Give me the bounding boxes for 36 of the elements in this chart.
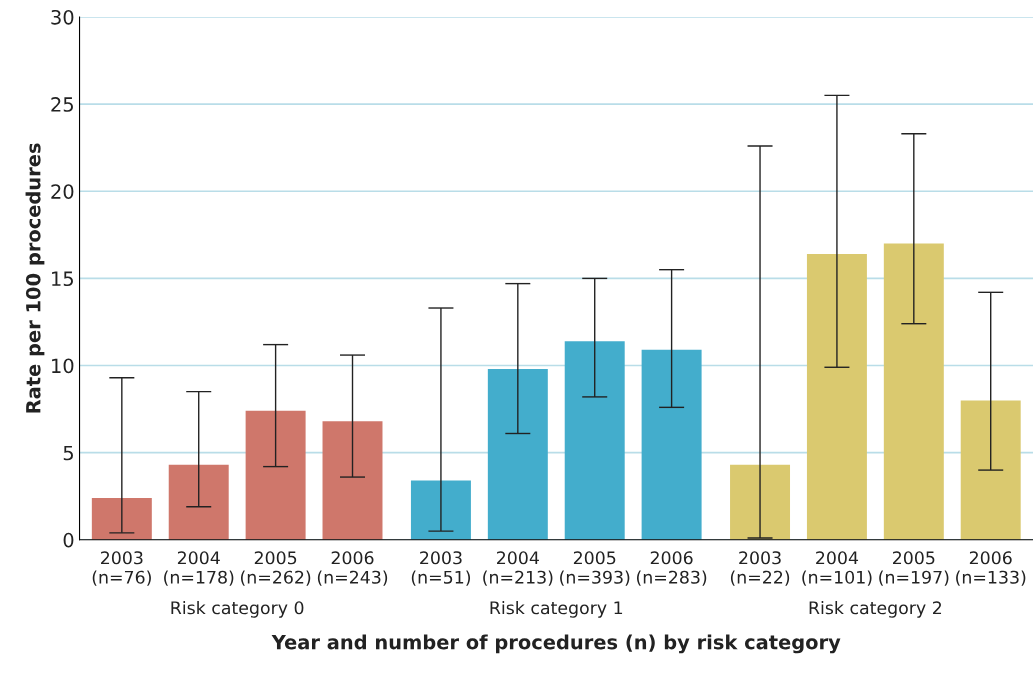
bar [245,410,306,540]
text: Risk category 0 [171,600,304,618]
y-tick-label: 20 [51,184,74,199]
bar [322,421,383,540]
bar [641,349,702,540]
bar [960,400,1021,540]
x-tick-label: 2006 (n=133) [956,551,1026,586]
bar [564,341,625,540]
x-tick-label: 2003 (n=51) [411,551,471,586]
bar [168,464,229,540]
x-tick-label: 2003 (n=22) [730,551,790,586]
x-tick-label: 2006 (n=243) [317,551,388,586]
bar [91,497,152,540]
bar [487,369,548,540]
y-tick-label: 10 [52,358,74,374]
bar [883,243,944,540]
y-tick-label: 0 [63,532,74,548]
y-tick-label: 25 [51,97,73,112]
bar [806,253,867,540]
y-tick-label: 30 [51,9,74,25]
bar [730,464,791,540]
x-tick-label: 2006 (n=283) [636,551,707,586]
text: Risk category 2 [809,600,942,618]
x-tick-label: 2004 (n=178) [164,551,234,586]
x-tick-label: 2004 (n=101) [802,551,872,586]
x-tick-label: 2005 (n=197) [879,551,949,586]
x-tick-label: 2005 (n=262) [240,551,311,586]
x-axis-title: Year and number of procedures (n) by risk category [271,634,841,654]
x-tick-label: 2005 (n=393) [560,551,630,586]
x-tick-label: 2003 (n=76) [92,551,151,586]
y-axis-title: Rate per 100 procedures [25,143,45,413]
text: Risk category 1 [490,600,623,618]
y-tick-label: 15 [52,271,73,287]
y-tick-label: 5 [63,445,73,461]
x-tick-label: 2004 (n=213) [483,551,553,586]
bar [410,480,471,540]
